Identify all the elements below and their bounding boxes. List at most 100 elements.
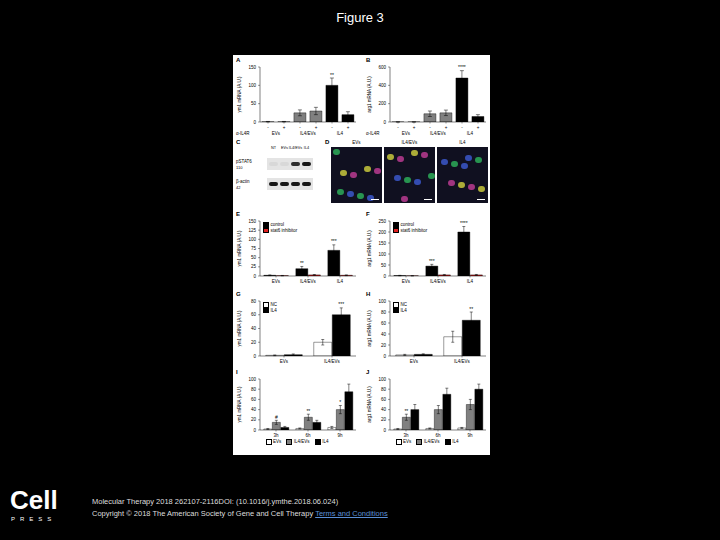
html-text:control: control	[270, 222, 284, 228]
svg-text:ym1 mRNA (A.U.): ym1 mRNA (A.U.)	[237, 386, 242, 422]
svg-text:50: 50	[251, 255, 257, 260]
svg-text:100: 100	[378, 299, 386, 304]
svg-text:60: 60	[251, 397, 257, 402]
svg-text:40: 40	[251, 326, 257, 331]
svg-text:***: ***	[338, 301, 344, 307]
html-text:stat6 inhibitor: stat6 inhibitor	[400, 227, 428, 233]
svg-text:**: **	[330, 72, 334, 78]
svg-text:80: 80	[381, 387, 387, 392]
svg-text:arg1 mRNA (A.U.): arg1 mRNA (A.U.)	[367, 76, 372, 113]
svg-text:3h: 3h	[273, 433, 279, 438]
svg-text:25: 25	[251, 264, 257, 269]
svg-text:0: 0	[253, 428, 256, 433]
svg-text:+: +	[315, 125, 318, 130]
svg-text:100: 100	[378, 252, 386, 257]
svg-text:+: +	[413, 125, 416, 130]
svg-text:60: 60	[381, 321, 387, 326]
svg-text:IL4: IL4	[467, 279, 474, 284]
svg-text:40: 40	[381, 332, 387, 337]
svg-text:100: 100	[248, 83, 256, 88]
svg-text:100: 100	[248, 237, 256, 242]
svg-text:IL4: IL4	[337, 279, 344, 284]
svg-text:200: 200	[378, 101, 386, 106]
svg-text:-: -	[299, 125, 301, 130]
svg-text:80: 80	[381, 310, 387, 315]
svg-text:**: **	[469, 306, 473, 312]
svg-text:-: -	[397, 125, 399, 130]
svg-text:IL4/EVs: IL4/EVs	[300, 279, 317, 284]
svg-text:IL4/EVs: IL4/EVs	[430, 279, 447, 284]
svg-text:200: 200	[378, 230, 386, 235]
svg-text:20: 20	[251, 340, 257, 345]
html-text:Figure 3: Figure 3	[336, 10, 384, 25]
svg-text:****: ****	[458, 64, 466, 70]
html-text:Copyright © 2018 The American: Copyright © 2018 The American Society of…	[92, 509, 388, 518]
svg-text:3h: 3h	[403, 433, 409, 438]
svg-text:IL4/EVs: IL4/EVs	[454, 359, 471, 364]
svg-text:40: 40	[251, 407, 257, 412]
svg-text:0: 0	[383, 428, 386, 433]
svg-text:75: 75	[251, 246, 257, 251]
svg-text:EVs: EVs	[280, 359, 289, 364]
svg-text:40: 40	[381, 407, 387, 412]
svg-text:EVs: EVs	[402, 279, 411, 284]
svg-text:***: ***	[331, 238, 337, 244]
svg-text:ym1 mRNA (A.U.): ym1 mRNA (A.U.)	[237, 310, 242, 346]
svg-text:150: 150	[248, 65, 256, 70]
svg-text:0: 0	[383, 354, 386, 359]
svg-text:250: 250	[378, 219, 386, 224]
html-text:stat6 inhibitor: stat6 inhibitor	[270, 227, 298, 233]
svg-text:80: 80	[251, 387, 257, 392]
svg-text:9h: 9h	[467, 433, 473, 438]
svg-text:-: -	[267, 125, 269, 130]
svg-text:-: -	[331, 125, 333, 130]
svg-text:ym1 mRNA (A.U.): ym1 mRNA (A.U.)	[237, 76, 242, 112]
svg-text:0: 0	[253, 120, 256, 125]
svg-text:arg1 mRNA (A.U.): arg1 mRNA (A.U.)	[367, 230, 372, 267]
svg-text:20: 20	[381, 343, 387, 348]
svg-text:150: 150	[378, 241, 386, 246]
html-text:Cell: Cell	[10, 485, 58, 515]
html-text:Molecular Therapy 2018 262107-: Molecular Therapy 2018 262107-2116DOI: (…	[92, 497, 339, 506]
svg-text:-: -	[429, 125, 431, 130]
svg-text:60: 60	[381, 397, 387, 402]
svg-text:100: 100	[378, 377, 386, 382]
html-text:control: control	[400, 222, 414, 228]
svg-text:0: 0	[383, 120, 386, 125]
svg-text:ym1 mRNA (A.U.): ym1 mRNA (A.U.)	[237, 230, 242, 266]
svg-text:50: 50	[381, 263, 387, 268]
svg-text:9h: 9h	[337, 433, 343, 438]
svg-text:125: 125	[248, 228, 256, 233]
svg-text:150: 150	[248, 219, 256, 224]
svg-text:+: +	[445, 125, 448, 130]
svg-text:*: *	[339, 399, 341, 405]
svg-text:EVs: EVs	[410, 359, 419, 364]
svg-text:**: **	[404, 408, 408, 414]
svg-text:50: 50	[251, 101, 257, 106]
svg-text:100: 100	[248, 377, 256, 382]
svg-text:***: ***	[429, 258, 435, 264]
svg-text:400: 400	[378, 83, 386, 88]
svg-text:+: +	[347, 125, 350, 130]
svg-text:IL4/EVs: IL4/EVs	[324, 359, 341, 364]
svg-text:0: 0	[383, 274, 386, 279]
svg-text:#: #	[275, 414, 278, 420]
svg-text:6h: 6h	[435, 433, 441, 438]
svg-text:80: 80	[251, 299, 257, 304]
svg-text:-: -	[461, 125, 463, 130]
svg-text:60: 60	[251, 312, 257, 317]
svg-text:**: **	[300, 260, 304, 266]
svg-text:****: ****	[460, 220, 468, 226]
svg-text:+: +	[477, 125, 480, 130]
svg-text:EVs: EVs	[272, 279, 281, 284]
svg-text:20: 20	[381, 417, 387, 422]
svg-text:6h: 6h	[305, 433, 311, 438]
svg-text:600: 600	[378, 65, 386, 70]
svg-text:arg1 mRNA (A.U.): arg1 mRNA (A.U.)	[367, 386, 372, 423]
svg-text:0: 0	[253, 354, 256, 359]
svg-text:20: 20	[251, 417, 257, 422]
svg-text:+: +	[283, 125, 286, 130]
svg-text:arg1 mRNA (A.U.): arg1 mRNA (A.U.)	[367, 310, 372, 347]
svg-text:**: **	[306, 408, 310, 414]
svg-text:0: 0	[253, 274, 256, 279]
